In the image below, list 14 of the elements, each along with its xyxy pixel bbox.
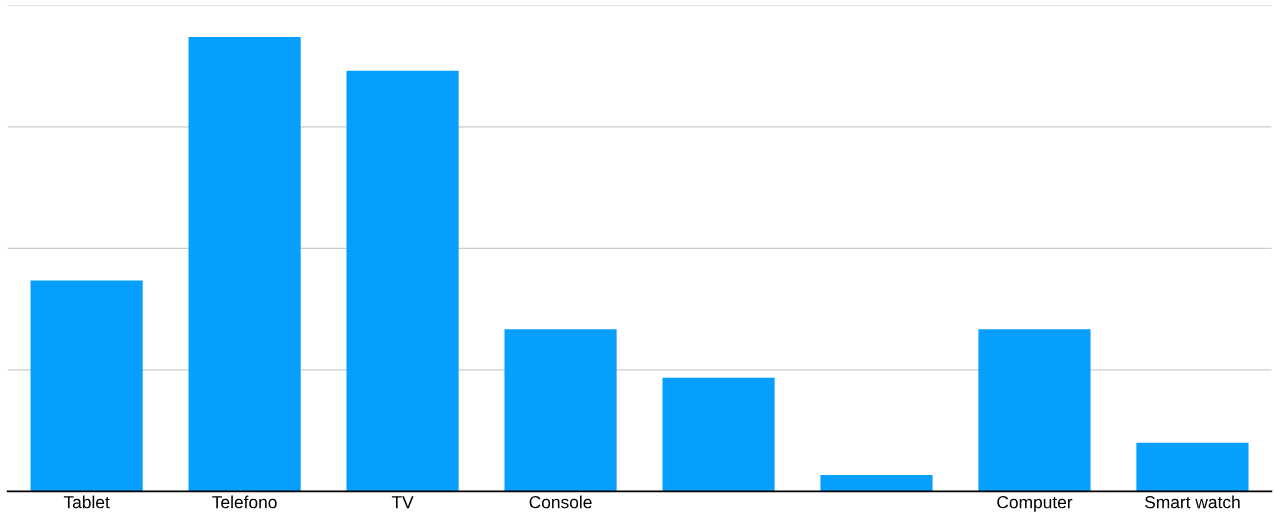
bar [188,37,301,492]
x-tick-label: Smart watch [1145,495,1240,509]
bar [346,70,459,492]
x-tick-label: Console [529,495,592,509]
bar [662,377,775,492]
bar [30,280,143,492]
x-tick-label: Computer [997,496,1073,512]
bar [820,475,933,492]
x-tick-label: TV [391,496,414,509]
bar [1136,442,1249,492]
bar [978,329,1091,492]
x-tick-label: Tablet [63,495,110,509]
bar [504,329,617,492]
x-tick-label: Telefono [212,495,277,509]
